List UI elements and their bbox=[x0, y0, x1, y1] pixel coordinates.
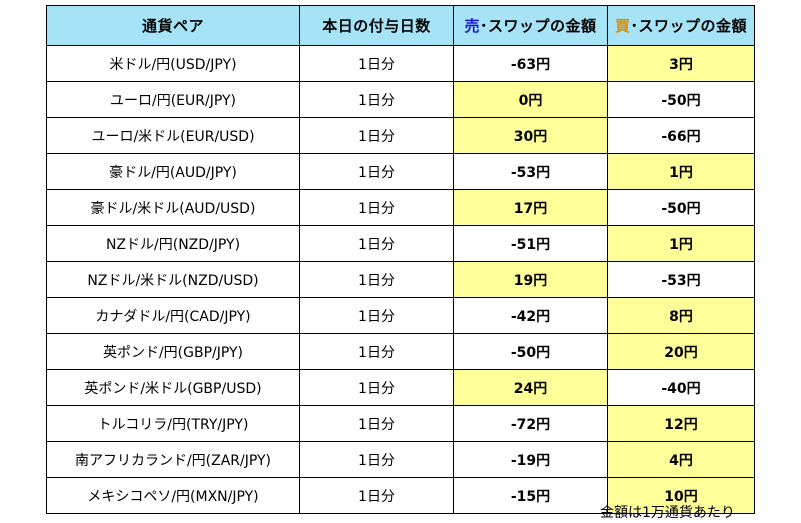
days-cell: 1日分 bbox=[299, 153, 454, 190]
days-cell: 1日分 bbox=[299, 225, 454, 262]
table-row: カナダドル/円(CAD/JPY) 1日分 -42円 8円 bbox=[46, 297, 755, 334]
header-buy-label: ･スワップの金額 bbox=[630, 17, 748, 35]
pair-cell: 豪ドル/米ドル(AUD/USD) bbox=[46, 189, 300, 226]
table-row: 英ポンド/米ドル(GBP/USD) 1日分 24円 -40円 bbox=[46, 369, 755, 406]
buy-swap-cell: -50円 bbox=[607, 81, 755, 118]
days-cell: 1日分 bbox=[299, 333, 454, 370]
table-row: 南アフリカランド/円(ZAR/JPY) 1日分 -19円 4円 bbox=[46, 441, 755, 478]
buy-swap-cell: -66円 bbox=[607, 117, 755, 154]
buy-swap-cell: -53円 bbox=[607, 261, 755, 298]
header-days: 本日の付与日数 bbox=[299, 5, 454, 46]
buy-swap-cell: 1円 bbox=[607, 225, 755, 262]
table-row: トルコリラ/円(TRY/JPY) 1日分 -72円 12円 bbox=[46, 405, 755, 442]
sell-swap-cell: -50円 bbox=[453, 333, 608, 370]
header-buy-swap: 買･スワップの金額 bbox=[607, 5, 755, 46]
pair-cell: ユーロ/円(EUR/JPY) bbox=[46, 81, 300, 118]
table-row: ユーロ/米ドル(EUR/USD) 1日分 30円 -66円 bbox=[46, 117, 755, 154]
buy-swap-cell: 10円 bbox=[607, 477, 755, 514]
sell-swap-cell: 0円 bbox=[453, 81, 608, 118]
days-cell: 1日分 bbox=[299, 441, 454, 478]
pair-cell: 豪ドル/円(AUD/JPY) bbox=[46, 153, 300, 190]
table-row: メキシコペソ/円(MXN/JPY) 1日分 -15円 10円 bbox=[46, 477, 755, 514]
days-cell: 1日分 bbox=[299, 405, 454, 442]
table-row: 豪ドル/米ドル(AUD/USD) 1日分 17円 -50円 bbox=[46, 189, 755, 226]
sell-swap-cell: -42円 bbox=[453, 297, 608, 334]
pair-cell: NZドル/円(NZD/JPY) bbox=[46, 225, 300, 262]
days-cell: 1日分 bbox=[299, 189, 454, 226]
days-cell: 1日分 bbox=[299, 369, 454, 406]
sell-swap-cell: 24円 bbox=[453, 369, 608, 406]
pair-cell: NZドル/米ドル(NZD/USD) bbox=[46, 261, 300, 298]
footnote: 金額は1万通貨あたり bbox=[600, 505, 735, 521]
days-cell: 1日分 bbox=[299, 477, 454, 514]
sell-swap-cell: -63円 bbox=[453, 45, 608, 82]
buy-swap-cell: -40円 bbox=[607, 369, 755, 406]
table-row: 米ドル/円(USD/JPY) 1日分 -63円 3円 bbox=[46, 45, 755, 82]
buy-swap-cell: 12円 bbox=[607, 405, 755, 442]
buy-swap-cell: -50円 bbox=[607, 189, 755, 226]
pair-cell: トルコリラ/円(TRY/JPY) bbox=[46, 405, 300, 442]
sell-swap-cell: -72円 bbox=[453, 405, 608, 442]
pair-cell: メキシコペソ/円(MXN/JPY) bbox=[46, 477, 300, 514]
sell-swap-cell: 19円 bbox=[453, 261, 608, 298]
buy-swap-cell: 8円 bbox=[607, 297, 755, 334]
sell-swap-cell: -15円 bbox=[453, 477, 608, 514]
table-row: NZドル/米ドル(NZD/USD) 1日分 19円 -53円 bbox=[46, 261, 755, 298]
header-buy-mark: 買 bbox=[614, 17, 631, 35]
header-pair: 通貨ペア bbox=[46, 5, 300, 46]
days-cell: 1日分 bbox=[299, 45, 454, 82]
buy-swap-cell: 1円 bbox=[607, 153, 755, 190]
table-header-row: 通貨ペア 本日の付与日数 売･スワップの金額 買･スワップの金額 bbox=[46, 5, 755, 46]
table-row: ユーロ/円(EUR/JPY) 1日分 0円 -50円 bbox=[46, 81, 755, 118]
days-cell: 1日分 bbox=[299, 261, 454, 298]
days-cell: 1日分 bbox=[299, 81, 454, 118]
header-sell-mark: 売 bbox=[464, 17, 480, 35]
days-cell: 1日分 bbox=[299, 297, 454, 334]
table-row: 豪ドル/円(AUD/JPY) 1日分 -53円 1円 bbox=[46, 153, 755, 190]
table-row: 英ポンド/円(GBP/JPY) 1日分 -50円 20円 bbox=[46, 333, 755, 370]
sell-swap-cell: -51円 bbox=[453, 225, 608, 262]
pair-cell: カナダドル/円(CAD/JPY) bbox=[46, 297, 300, 334]
swap-table: 通貨ペア 本日の付与日数 売･スワップの金額 買･スワップの金額 米ドル/円(U… bbox=[46, 5, 755, 514]
header-sell-label: ･スワップの金額 bbox=[480, 17, 597, 35]
table-body: 米ドル/円(USD/JPY) 1日分 -63円 3円 ユーロ/円(EUR/JPY) 1日分… bbox=[46, 45, 755, 514]
buy-swap-cell: 4円 bbox=[607, 441, 755, 478]
sell-swap-cell: -53円 bbox=[453, 153, 608, 190]
buy-swap-cell: 20円 bbox=[607, 333, 755, 370]
sell-swap-cell: 17円 bbox=[453, 189, 608, 226]
table-row: NZドル/円(NZD/JPY) 1日分 -51円 1円 bbox=[46, 225, 755, 262]
header-sell-swap: 売･スワップの金額 bbox=[453, 5, 608, 46]
days-cell: 1日分 bbox=[299, 117, 454, 154]
sell-swap-cell: 30円 bbox=[453, 117, 608, 154]
pair-cell: 米ドル/円(USD/JPY) bbox=[46, 45, 300, 82]
sell-swap-cell: -19円 bbox=[453, 441, 608, 478]
pair-cell: 南アフリカランド/円(ZAR/JPY) bbox=[46, 441, 300, 478]
buy-swap-cell: 3円 bbox=[607, 45, 755, 82]
pair-cell: 英ポンド/円(GBP/JPY) bbox=[46, 333, 300, 370]
pair-cell: 英ポンド/米ドル(GBP/USD) bbox=[46, 369, 300, 406]
pair-cell: ユーロ/米ドル(EUR/USD) bbox=[46, 117, 300, 154]
